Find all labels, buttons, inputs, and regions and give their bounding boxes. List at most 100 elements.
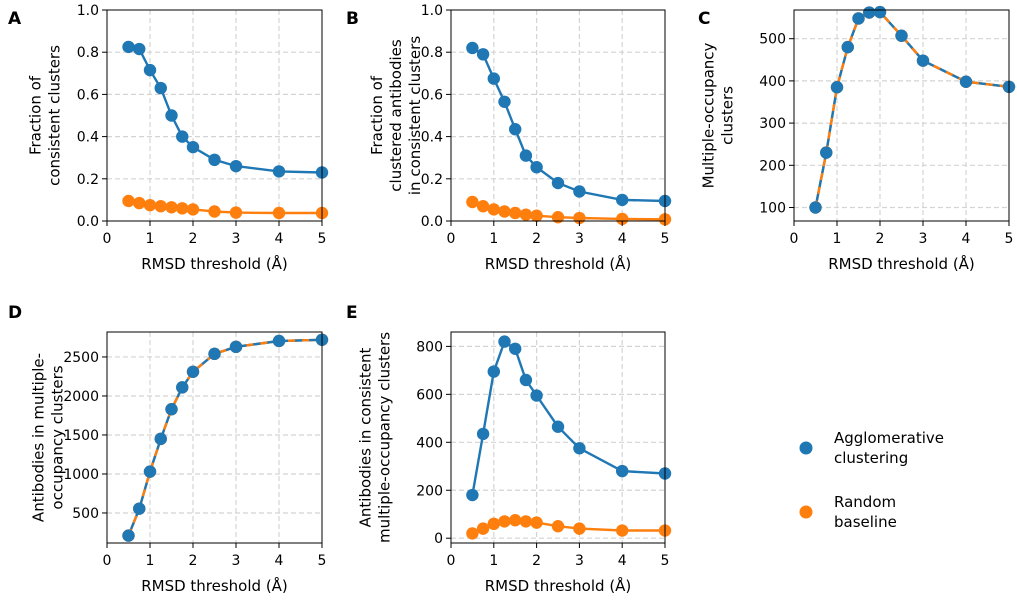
data-point-agglomerative: [487, 72, 500, 85]
x-tick-label: 2: [189, 231, 198, 247]
data-point-agglomerative: [551, 420, 565, 433]
x-tick-label: 5: [318, 553, 327, 569]
y-tick-label: 0.2: [421, 172, 443, 188]
data-point-random: [551, 211, 565, 224]
y-tick-label: 200: [416, 483, 443, 499]
data-point-random: [122, 194, 135, 208]
data-point-agglomerative: [143, 465, 157, 478]
data-point-agglomerative: [509, 123, 522, 136]
y-tick-label: 0: [434, 531, 443, 547]
y-axis-label-line: clustered antibodies: [387, 39, 405, 192]
data-point-random: [498, 515, 511, 528]
data-point-random: [519, 515, 533, 528]
data-point-agglomerative: [498, 335, 511, 348]
x-tick-label: 0: [447, 231, 456, 247]
y-axis-label-line: occupancy clusters: [49, 365, 67, 509]
data-point-agglomerative: [616, 193, 629, 207]
panel-a: 0 1 2 3 4 5 0.0 0.2 0.4 0.6 0.8 1.0 RMSD threshold (…: [8, 3, 329, 273]
x-axis-label: RMSD threshold (Å): [141, 576, 288, 595]
data-point-agglomerative: [466, 488, 479, 502]
y-tick-label: 400: [759, 74, 786, 90]
x-tick-label: 3: [575, 553, 584, 569]
x-tick-label: 3: [232, 231, 241, 247]
x-tick-label: 4: [962, 231, 971, 247]
data-point-agglomerative: [229, 159, 243, 173]
y-tick-label: 600: [416, 387, 443, 403]
data-point-agglomerative: [487, 365, 500, 378]
x-tick-label: 4: [618, 231, 627, 247]
x-axis-label: RMSD threshold (Å): [141, 254, 288, 273]
plot-frame: [450, 9, 666, 222]
y-tick-label: 1.0: [421, 3, 443, 19]
legend-label-line: Agglomerative: [834, 429, 944, 447]
data-point-agglomerative: [176, 130, 189, 143]
data-point-agglomerative: [820, 146, 833, 159]
y-axis-label-line: Fraction of: [27, 75, 45, 155]
x-tick-label: 5: [318, 231, 327, 247]
data-point-agglomerative: [122, 529, 135, 542]
y-axis-label: Antibodies in consistentmultiple-occupan…: [357, 332, 394, 543]
data-point-agglomerative: [165, 109, 178, 122]
y-tick-label: 0.4: [421, 130, 443, 146]
x-tick-label: 1: [833, 231, 842, 247]
data-point-random: [509, 514, 522, 527]
y-tick-label: 2000: [63, 389, 99, 405]
data-point-agglomerative: [229, 340, 243, 354]
y-axis-label-line: consistent clusters: [46, 45, 64, 186]
data-point-agglomerative: [272, 165, 286, 178]
y-tick-label: 0.6: [421, 87, 443, 103]
y-tick-label: 400: [416, 435, 443, 451]
data-point-agglomerative: [573, 185, 586, 198]
x-tick-label: 5: [661, 231, 670, 247]
x-tick-label: 2: [532, 231, 541, 247]
data-point-random: [616, 212, 629, 226]
data-point-random: [165, 201, 178, 214]
legend-label-random: Random baseline: [834, 493, 897, 531]
x-tick-label: 0: [103, 231, 112, 247]
series-line-random: [814, 10, 1010, 208]
plot-frame: [793, 9, 1010, 222]
y-tick-label: 200: [759, 158, 786, 174]
data-point-agglomerative: [186, 140, 200, 154]
data-point-agglomerative: [841, 40, 854, 54]
data-point-random: [143, 198, 157, 212]
data-point-random: [487, 203, 500, 216]
x-tick-label: 2: [532, 553, 541, 569]
y-tick-label: 500: [759, 32, 786, 48]
y-axis-label-line: Multiple-occupancy: [700, 42, 718, 188]
x-tick-label: 1: [489, 231, 498, 247]
series-line-overlay-dash: [814, 10, 1010, 208]
data-point-agglomerative: [830, 81, 844, 94]
x-axis-label: RMSD threshold (Å): [485, 576, 632, 595]
legend: Agglomerative clustering Random baseline: [799, 429, 944, 531]
data-point-random: [466, 195, 479, 209]
data-point-random: [176, 202, 189, 215]
data-point-random: [616, 524, 629, 537]
y-tick-label: 300: [759, 116, 786, 132]
panel-letter-e: E: [346, 303, 358, 323]
data-point-agglomerative: [466, 41, 479, 55]
y-tick-label: 1500: [63, 428, 99, 444]
data-point-agglomerative: [809, 201, 822, 214]
data-point-random: [186, 203, 200, 216]
x-tick-label: 4: [618, 553, 627, 569]
data-point-agglomerative: [873, 5, 887, 19]
legend-label-line: baseline: [834, 513, 897, 531]
data-point-random: [530, 209, 543, 222]
data-point-random: [272, 206, 286, 220]
x-tick-label: 5: [661, 553, 670, 569]
data-point-agglomerative: [476, 427, 490, 441]
panel-b: 0 1 2 3 4 5 0.0 0.2 0.4 0.6 0.8 1.0 RMSD threshold (…: [346, 3, 672, 273]
data-point-random: [530, 516, 543, 529]
data-point-random: [476, 200, 490, 213]
x-tick-label: 2: [876, 231, 885, 247]
data-point-agglomerative: [143, 63, 157, 77]
data-point-agglomerative: [509, 342, 522, 355]
data-point-agglomerative: [208, 153, 221, 167]
y-tick-label: 0.8: [421, 45, 443, 61]
y-axis-label-line: Antibodies in multiple-: [30, 353, 48, 522]
y-tick-label: 0.4: [77, 130, 99, 146]
data-point-agglomerative: [122, 40, 135, 54]
y-tick-label: 500: [72, 506, 99, 522]
data-point-agglomerative: [895, 29, 908, 42]
